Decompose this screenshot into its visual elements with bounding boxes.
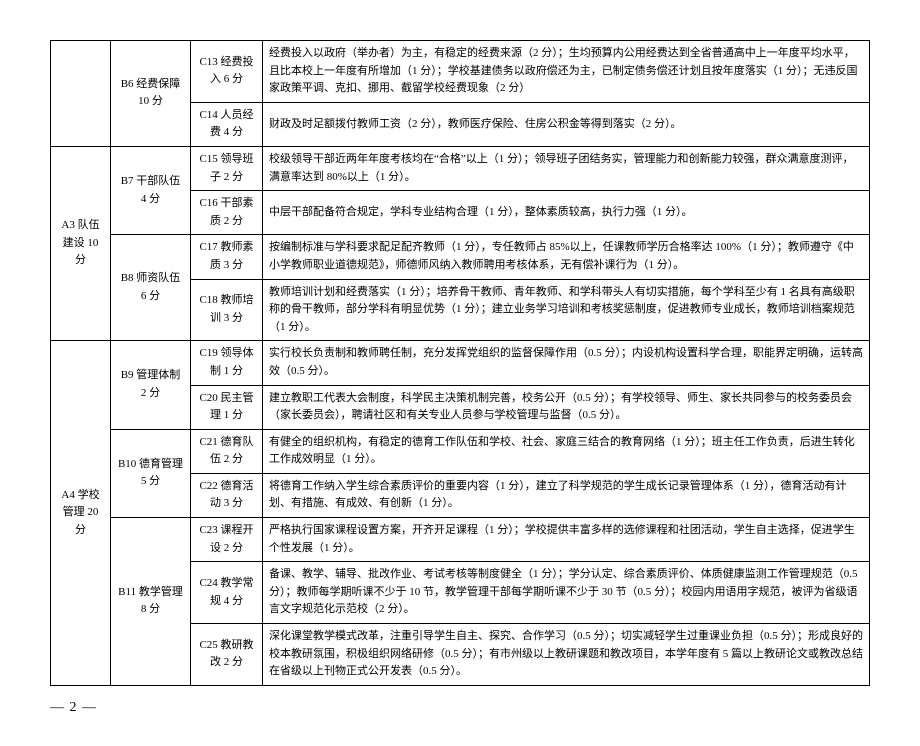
indicator-c-cell: C20 民主管理 1 分	[191, 385, 263, 429]
category-a-cell	[51, 41, 111, 147]
table-row: A3 队伍建设 10 分B7 干部队伍 4 分C15 领导班子 2 分校级领导干…	[51, 146, 870, 190]
indicator-c-cell: C16 干部素质 2 分	[191, 191, 263, 235]
table-row: B6 经费保障 10 分C13 经费投入 6 分经费投入以政府（举办者）为主，有…	[51, 41, 870, 103]
category-b-cell: B7 干部队伍 4 分	[111, 146, 191, 234]
table-row: B11 教学管理 8 分C23 课程开设 2 分严格执行国家课程设置方案，开齐开…	[51, 518, 870, 562]
description-cell: 备课、教学、辅导、批改作业、考试考核等制度健全（1 分）；学分认定、综合素质评价…	[263, 562, 870, 624]
indicator-c-cell: C21 德育队伍 2 分	[191, 429, 263, 473]
description-cell: 经费投入以政府（举办者）为主，有稳定的经费来源（2 分）；生均预算内公用经费达到…	[263, 41, 870, 103]
description-cell: 财政及时足额拨付教师工资（2 分），教师医疗保险、住房公积金等得到落实（2 分）…	[263, 102, 870, 146]
page-number: — 2 —	[50, 700, 870, 716]
description-cell: 教师培训计划和经费落实（1 分）；培养骨干教师、青年教师、和学科带头人有切实措施…	[263, 279, 870, 341]
indicator-c-cell: C14 人员经费 4 分	[191, 102, 263, 146]
description-cell: 实行校长负责制和教师聘任制，充分发挥党组织的监督保障作用（0.5 分）；内设机构…	[263, 341, 870, 385]
description-cell: 严格执行国家课程设置方案，开齐开足课程（1 分）；学校提供丰富多样的选修课程和社…	[263, 518, 870, 562]
category-a-cell: A3 队伍建设 10 分	[51, 146, 111, 340]
evaluation-table: B6 经费保障 10 分C13 经费投入 6 分经费投入以政府（举办者）为主，有…	[50, 40, 870, 686]
category-b-cell: B10 德育管理 5 分	[111, 429, 191, 517]
description-cell: 深化课堂教学模式改革，注重引导学生自主、探究、合作学习（0.5 分）；切实减轻学…	[263, 624, 870, 686]
indicator-c-cell: C25 教研教改 2 分	[191, 624, 263, 686]
indicator-c-cell: C23 课程开设 2 分	[191, 518, 263, 562]
category-a-cell: A4 学校管理 20 分	[51, 341, 111, 686]
category-b-cell: B6 经费保障 10 分	[111, 41, 191, 147]
table-row: B8 师资队伍 6 分C17 教师素质 3 分按编制标准与学科要求配足配齐教师（…	[51, 235, 870, 279]
category-b-cell: B11 教学管理 8 分	[111, 518, 191, 686]
description-cell: 有健全的组织机构，有稳定的德育工作队伍和学校、社会、家庭三结合的教育网络（1 分…	[263, 429, 870, 473]
indicator-c-cell: C13 经费投入 6 分	[191, 41, 263, 103]
description-cell: 将德育工作纳入学生综合素质评价的重要内容（1 分），建立了科学规范的学生成长记录…	[263, 473, 870, 517]
indicator-c-cell: C19 领导体制 1 分	[191, 341, 263, 385]
indicator-c-cell: C17 教师素质 3 分	[191, 235, 263, 279]
table-row: B10 德育管理 5 分C21 德育队伍 2 分有健全的组织机构，有稳定的德育工…	[51, 429, 870, 473]
description-cell: 按编制标准与学科要求配足配齐教师（1 分），专任教师占 85%以上，任课教师学历…	[263, 235, 870, 279]
description-cell: 校级领导干部近两年年度考核均在“合格”以上（1 分）；领导班子团结务实，管理能力…	[263, 146, 870, 190]
table-row: A4 学校管理 20 分B9 管理体制 2 分C19 领导体制 1 分实行校长负…	[51, 341, 870, 385]
indicator-c-cell: C24 教学常规 4 分	[191, 562, 263, 624]
indicator-c-cell: C15 领导班子 2 分	[191, 146, 263, 190]
category-b-cell: B8 师资队伍 6 分	[111, 235, 191, 341]
description-cell: 中层干部配备符合规定，学科专业结构合理（1 分），整体素质较高，执行力强（1 分…	[263, 191, 870, 235]
indicator-c-cell: C18 教师培训 3 分	[191, 279, 263, 341]
category-b-cell: B9 管理体制 2 分	[111, 341, 191, 429]
indicator-c-cell: C22 德育活动 3 分	[191, 473, 263, 517]
description-cell: 建立教职工代表大会制度，科学民主决策机制完善，校务公开（0.5 分）；有学校领导…	[263, 385, 870, 429]
